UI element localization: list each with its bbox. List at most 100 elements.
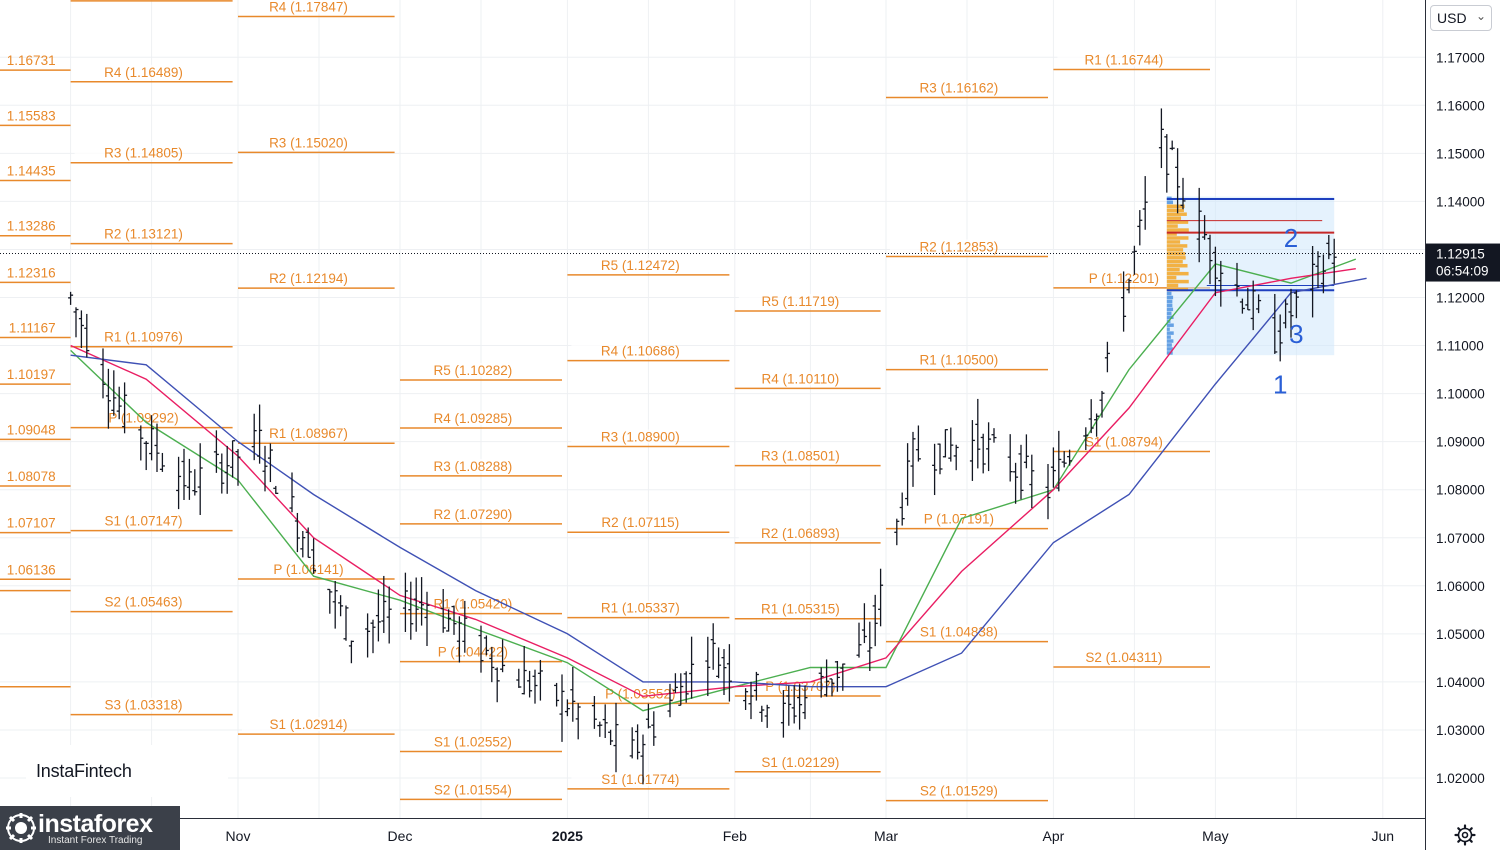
gear-icon[interactable] (1452, 822, 1478, 848)
pivot-label: 1.13286 (7, 219, 56, 234)
pivot-label: R4 (1.10110) (762, 371, 840, 386)
profile-bar (1166, 291, 1172, 296)
profile-bar (1166, 323, 1174, 327)
pivot-label: R2 (1.13121) (104, 227, 183, 242)
profile-bar (1166, 200, 1173, 205)
profile-bar (1166, 299, 1173, 304)
wave-annotations: 1 2 3 (1273, 223, 1304, 400)
profile-bar (1166, 327, 1170, 331)
pivot-label: 1.12316 (7, 265, 56, 280)
pivot-label: R2 (1.12853) (919, 240, 998, 255)
pivot-label: S1 (1.01774) (601, 772, 679, 787)
pivot-label-bg (571, 257, 661, 272)
profile-bar (1166, 275, 1177, 280)
pivot-label-bg (242, 135, 331, 150)
pivot-label: P (1.07191) (924, 512, 994, 527)
pivot-label-bg (404, 410, 493, 425)
grid (0, 0, 1425, 818)
moving-averages (70, 258, 1367, 712)
profile-bar (1166, 236, 1189, 240)
pivot-label: P (1.09292) (108, 411, 178, 426)
pivot-label: S3 (1.03318) (104, 698, 182, 713)
pivot-label: 1.16731 (7, 53, 56, 68)
time-axis-bg (0, 818, 1425, 850)
pivot-label: R3 (1.08288) (433, 459, 512, 474)
price-tick-label: 1.04000 (1436, 675, 1485, 690)
pivot-label: R5 (1.11719) (762, 294, 840, 309)
wave-label: 2 (1284, 223, 1298, 253)
pivot-label-bg (242, 271, 331, 286)
pivot-label: R1 (1.10976) (104, 330, 183, 345)
pivot-label-bg (738, 525, 828, 540)
pivot-label-bg (404, 363, 493, 378)
pivot-label-bg (890, 511, 972, 526)
pivot-label-bg (74, 226, 164, 241)
currency-selector[interactable]: USD ⌄ (1430, 5, 1492, 31)
pivot-label-bg (1057, 434, 1147, 449)
pivot-label: R2 (1.06893) (761, 526, 840, 541)
pivot-label: P (1.04422) (438, 645, 508, 660)
pivot-label: R5 (1.12472) (601, 258, 680, 273)
pivot-label: 1.11167 (9, 321, 56, 336)
pivot-label-bg (571, 771, 661, 786)
pivot-label-bg (404, 596, 493, 611)
pivot-label-bg (738, 601, 828, 616)
profile-bar (1166, 331, 1174, 335)
pivot-label-bg (571, 515, 661, 530)
price-tick-label: 1.06000 (1436, 579, 1485, 594)
pivot-label: R1 (1.16744) (1084, 53, 1163, 68)
pivot-label-bg (571, 600, 661, 615)
price-tick-label: 1.10000 (1436, 387, 1485, 402)
time-tick-label: Mar (874, 828, 898, 844)
price-tick-label: 1.17000 (1436, 50, 1485, 65)
wave-label: 1 (1273, 370, 1287, 400)
pivot-label: 1.10197 (7, 367, 56, 382)
pivot-label-bg (890, 352, 979, 367)
pivot-label: R4 (1.09285) (433, 411, 512, 426)
profile-bar (1166, 244, 1188, 248)
profile-bar (1166, 343, 1172, 347)
profile-bar (1166, 315, 1174, 320)
chevron-down-icon: ⌄ (1475, 9, 1486, 23)
time-tick-label: 2025 (552, 828, 583, 844)
pivot-label: 1.14435 (7, 163, 56, 178)
price-tick-label: 1.16000 (1436, 98, 1485, 113)
pivot-label: R3 (1.08900) (601, 429, 680, 444)
time-axis: Nov Dec 2025 Feb Mar Apr May Jun (0, 818, 1425, 850)
pivot-label: R3 (1.15020) (269, 135, 348, 150)
profile-bar (1166, 303, 1173, 308)
pivot-label: 1.08078 (7, 469, 56, 484)
profile-bar (1166, 335, 1171, 339)
pivot-label-bg (404, 782, 493, 797)
pivot-label: S2 (1.05463) (104, 595, 182, 610)
pivot-label-bg (404, 458, 493, 473)
pivot-label-bg (74, 513, 164, 528)
pivot-label-bg (74, 145, 164, 160)
currency-label: USD (1437, 10, 1467, 26)
time-tick-label: Jun (1372, 828, 1395, 844)
profile-bar (1166, 307, 1174, 312)
pivot-label-bg (738, 448, 828, 463)
pivot-label-bg (571, 686, 654, 701)
profile-bar (1166, 220, 1189, 224)
time-tick-label: Dec (388, 828, 413, 844)
current-price-badge (1426, 243, 1500, 282)
profile-bar (1166, 208, 1184, 212)
price-tick-label: 1.02000 (1436, 771, 1485, 786)
pivot-label-bg (74, 697, 164, 712)
profile-bar (1166, 279, 1189, 284)
ohlc-bars (68, 108, 1337, 785)
price-tick-label: 1.07000 (1436, 531, 1485, 546)
pivot-label: S2 (1.04311) (1085, 650, 1162, 665)
profile-bar (1166, 256, 1186, 260)
instaforex-logo: instaforex Instant Forex Trading (0, 806, 180, 850)
pivot-label-bg (74, 594, 164, 609)
profile-bar (1166, 271, 1189, 276)
time-tick-label: May (1202, 828, 1228, 844)
price-axis: 1.02000 1.03000 1.04000 1.05000 1.06000 1.070… (1425, 0, 1500, 850)
pivot-label: R3 (1.08501) (761, 449, 840, 464)
pivot-label: R2 (1.07290) (433, 507, 512, 522)
time-tick-label: Feb (723, 828, 747, 844)
pivot-label: S2 (1.01529) (920, 784, 998, 799)
